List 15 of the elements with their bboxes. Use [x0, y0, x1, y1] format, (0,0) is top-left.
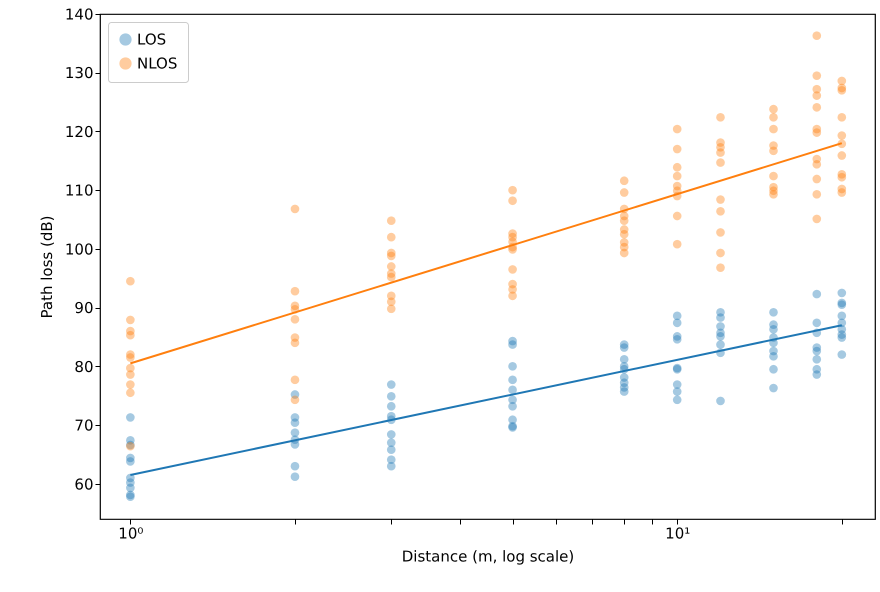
y-tick-label: 60: [74, 475, 94, 494]
y-tick-label: 140: [64, 6, 94, 24]
x-tick-label: 10⁰: [118, 524, 144, 542]
y-tick-label: 120: [64, 122, 94, 141]
y-tick-label: 130: [64, 64, 94, 82]
legend-label: NLOS: [137, 54, 178, 72]
x-axis-title: Distance (m, log scale): [402, 548, 574, 566]
x-tick-label: 10¹: [665, 524, 690, 542]
y-tick-label: 110: [64, 182, 94, 200]
y-tick-label: 80: [74, 358, 94, 376]
legend-label: LOS: [137, 30, 166, 48]
y-tick-label: 70: [74, 416, 94, 435]
y-tick-label: 100: [64, 240, 94, 258]
y-axis-title: Path loss (dB): [38, 216, 56, 318]
y-tick-label: 90: [74, 299, 94, 318]
